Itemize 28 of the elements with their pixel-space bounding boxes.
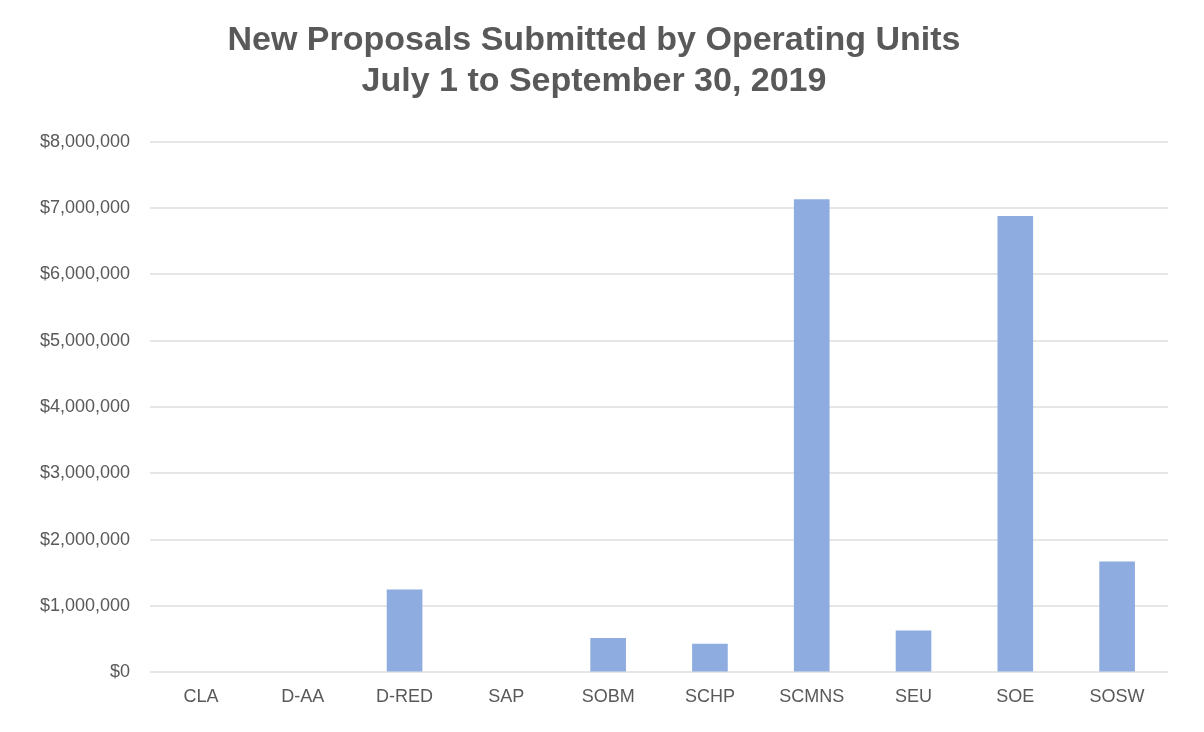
y-tick-label: $1,000,000 bbox=[39, 595, 131, 616]
x-tick-label: D-AA bbox=[281, 686, 325, 707]
x-tick-label: SEU bbox=[895, 686, 933, 707]
bar bbox=[997, 215, 1034, 672]
chart-subtitle: July 1 to September 30, 2019 bbox=[361, 59, 827, 98]
y-tick-label: $7,000,000 bbox=[39, 196, 131, 217]
x-tick-label: D-RED bbox=[376, 686, 434, 707]
bar bbox=[590, 637, 626, 672]
x-tick-label: SOBM bbox=[581, 686, 635, 707]
x-tick-label: CLA bbox=[183, 686, 219, 707]
x-tick-label: SOSW bbox=[1089, 686, 1145, 707]
y-tick-label: $4,000,000 bbox=[39, 395, 131, 416]
y-tick-label: $3,000,000 bbox=[39, 462, 131, 483]
x-tick-label: SAP bbox=[488, 686, 525, 707]
x-tick-label: SOE bbox=[996, 686, 1035, 707]
bar bbox=[692, 643, 728, 672]
bar bbox=[386, 589, 423, 672]
y-tick-label: $0 bbox=[110, 661, 131, 682]
y-tick-label: $2,000,000 bbox=[39, 528, 131, 549]
chart-title: New Proposals Submitted by Operating Units bbox=[227, 18, 961, 57]
x-tick-label: SCHP bbox=[684, 686, 735, 707]
x-tick-label: SCMNS bbox=[779, 686, 845, 707]
y-tick-label: $5,000,000 bbox=[39, 329, 131, 350]
bar bbox=[1099, 561, 1135, 672]
y-tick-label: $6,000,000 bbox=[39, 263, 131, 284]
y-tick-label: $8,000,000 bbox=[39, 130, 131, 151]
bar bbox=[793, 199, 830, 672]
bar bbox=[895, 630, 932, 672]
